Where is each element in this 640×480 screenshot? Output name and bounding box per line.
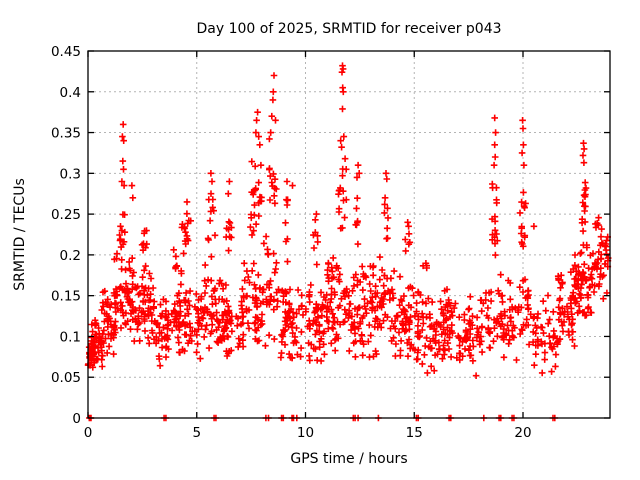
x-tick-label: 20	[514, 425, 531, 441]
tick-labels: 0 5 10 15 20 0 0.05 0.1 0.15 0.2 0.25 0.3 0.35 0.4 0.4…	[51, 44, 532, 441]
y-tick-label: 0.3	[60, 166, 81, 182]
x-axis-label: GPS time / hours	[290, 451, 407, 467]
y-tick-label: 0	[72, 411, 81, 427]
y-tick-label: 0.45	[51, 44, 81, 60]
y-tick-label: 0.4	[60, 85, 81, 101]
axis-ticks	[87, 50, 610, 419]
chart-title: Day 100 of 2025, SRMTID for receiver p04…	[196, 21, 501, 37]
x-tick-label: 0	[84, 425, 93, 441]
y-tick-label: 0.2	[60, 248, 81, 264]
x-tick-label: 15	[406, 425, 423, 441]
x-tick-label: 10	[297, 425, 314, 441]
x-tick-label: 5	[192, 425, 201, 441]
y-tick-label: 0.25	[51, 207, 81, 223]
y-axis-label: SRMTID / TECUs	[12, 178, 28, 291]
y-tick-label: 0.35	[51, 126, 81, 142]
scatter-points	[84, 62, 612, 422]
y-tick-label: 0.05	[51, 370, 81, 386]
y-tick-label: 0.1	[60, 329, 81, 345]
y-tick-label: 0.15	[51, 289, 81, 305]
plot-border	[87, 50, 611, 419]
data-points-path	[84, 62, 612, 422]
